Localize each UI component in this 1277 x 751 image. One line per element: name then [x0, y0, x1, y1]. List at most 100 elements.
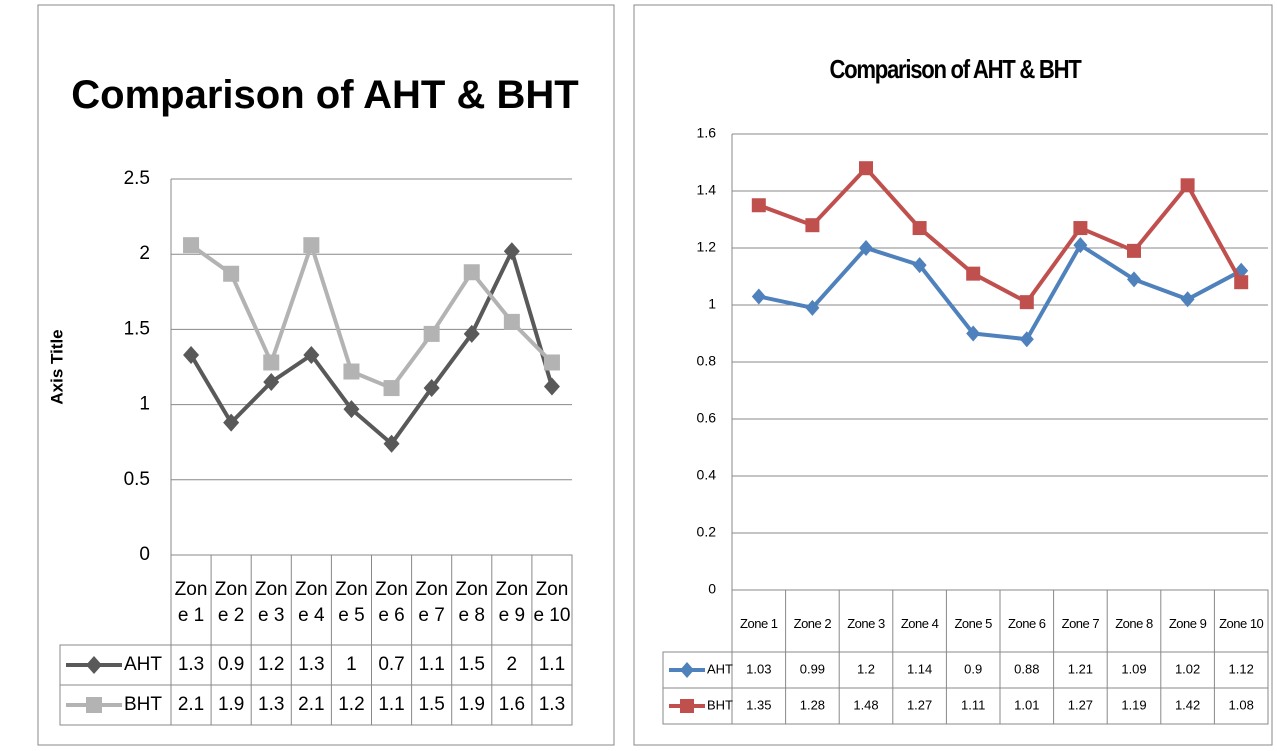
data-point [503, 242, 520, 261]
legend-marker [680, 662, 694, 678]
table-value: 2.1 [178, 694, 204, 715]
data-point [423, 325, 440, 342]
data-point [463, 264, 480, 281]
series-line [758, 242, 1243, 342]
table-value: 1.3 [258, 694, 284, 715]
table-value: 1.1 [539, 654, 565, 675]
x-tick-label-box: Zone 8 [455, 579, 489, 626]
table-value: 0.88 [1014, 661, 1039, 676]
chart-title: Comparison of AHT & BHT [71, 73, 579, 117]
x-tick-label-box: Zone 1 [175, 579, 208, 626]
chart-title-box: Comparison of AHT & BHT [71, 73, 579, 117]
x-tick-label: Zone 5 [335, 579, 368, 626]
data-point [463, 324, 480, 343]
data-point [263, 373, 280, 392]
table-value: 1.6 [499, 694, 525, 715]
table-value: 1 [346, 654, 357, 675]
x-tick-label-box: Zone 7 [415, 579, 449, 626]
chart-border [633, 4, 1273, 746]
table-value: 1.48 [853, 697, 878, 712]
data-point [543, 377, 560, 396]
y-tick-label: 1 [708, 296, 716, 312]
data-point [1127, 271, 1141, 288]
x-tick-label-box: Zone 3 [847, 616, 885, 632]
table-value: 1.14 [907, 661, 932, 676]
table-value: 1.27 [1068, 697, 1093, 712]
y-tick-label: 0.6 [697, 410, 717, 426]
y-tick-label: 0.5 [124, 469, 150, 490]
table-value: 1.35 [746, 697, 771, 712]
y-tick-label: 1.6 [697, 125, 717, 141]
x-tick-label: Zone 4 [900, 616, 939, 632]
table-value: 1.3 [539, 694, 565, 715]
table-value: 1.5 [459, 654, 485, 675]
data-point [383, 434, 400, 453]
x-tick-label-box: Zone 10 [1219, 616, 1264, 631]
table-value: 1.19 [1121, 697, 1146, 712]
x-tick-label: Zone 5 [954, 616, 992, 632]
legend-label: AHT [707, 661, 733, 676]
data-point [912, 257, 927, 274]
x-tick-label: Zone 4 [294, 579, 328, 626]
legend-marker [680, 699, 694, 713]
y-tick-label: 0 [708, 581, 716, 597]
y-tick-label: 0.8 [697, 353, 717, 369]
table-value: 1.5 [418, 694, 444, 715]
data-point [503, 313, 520, 330]
y-tick-label: 1.5 [124, 318, 150, 339]
table-value: 1.01 [1014, 697, 1039, 712]
data-point [183, 237, 200, 254]
table-value: 1.03 [746, 661, 771, 676]
data-point [223, 265, 240, 282]
y-tick-label: 0 [139, 544, 150, 565]
legend-label: AHT [124, 654, 162, 675]
table-value: 2 [507, 654, 518, 675]
data-point [1180, 178, 1195, 193]
x-tick-label: Zone 3 [847, 616, 885, 632]
series-line [758, 165, 1243, 305]
x-tick-label: Zone 7 [1061, 616, 1100, 632]
x-tick-label: Zone 1 [740, 616, 778, 632]
y-tick-label: 0.4 [697, 467, 717, 483]
x-tick-label-box: Zone 10 [533, 579, 570, 626]
chart-title: Comparison of AHT & BHT [829, 54, 1081, 85]
x-tick-label-box: Zone 4 [294, 579, 328, 626]
x-tick-label-box: Zone 6 [1008, 616, 1046, 632]
y-tick-label: 0.2 [697, 524, 717, 540]
data-point [383, 380, 400, 397]
data-point [1073, 237, 1088, 254]
table-value: 1.21 [1068, 661, 1093, 676]
table-value: 1.12 [1229, 661, 1254, 676]
legend-marker [86, 697, 102, 713]
data-point [183, 345, 200, 364]
data-point [751, 288, 766, 305]
x-tick-label-box: Zone 9 [1168, 616, 1207, 632]
table-value: 2.1 [298, 694, 324, 715]
table-value: 1.1 [378, 694, 404, 715]
table-value: 1.02 [1175, 661, 1200, 676]
x-tick-label: Zone 8 [1115, 616, 1153, 632]
data-point [1234, 275, 1249, 290]
x-tick-label: Zone 9 [495, 579, 529, 626]
table-value: 0.99 [800, 661, 825, 676]
data-point [751, 198, 766, 213]
x-tick-label: Zone 6 [1008, 616, 1046, 632]
x-tick-label: Zone 2 [793, 616, 832, 632]
x-tick-label: Zone 8 [455, 579, 489, 626]
series-line [189, 238, 554, 391]
data-point [1019, 331, 1034, 348]
y-tick-label: 1.4 [697, 182, 717, 198]
data-point [343, 400, 360, 419]
table-value: 0.9 [218, 654, 244, 675]
y-axis-title: Axis Title [47, 329, 66, 404]
x-tick-label: Zone 2 [214, 579, 248, 626]
data-point [912, 221, 927, 236]
x-tick-label: Zone 7 [415, 579, 449, 626]
data-point [423, 379, 440, 398]
x-tick-label: Zone 9 [1168, 616, 1207, 632]
x-tick-label: Zone 6 [375, 579, 408, 626]
data-point [1019, 295, 1034, 310]
data-point [805, 218, 820, 233]
y-tick-label: 2 [139, 243, 150, 264]
